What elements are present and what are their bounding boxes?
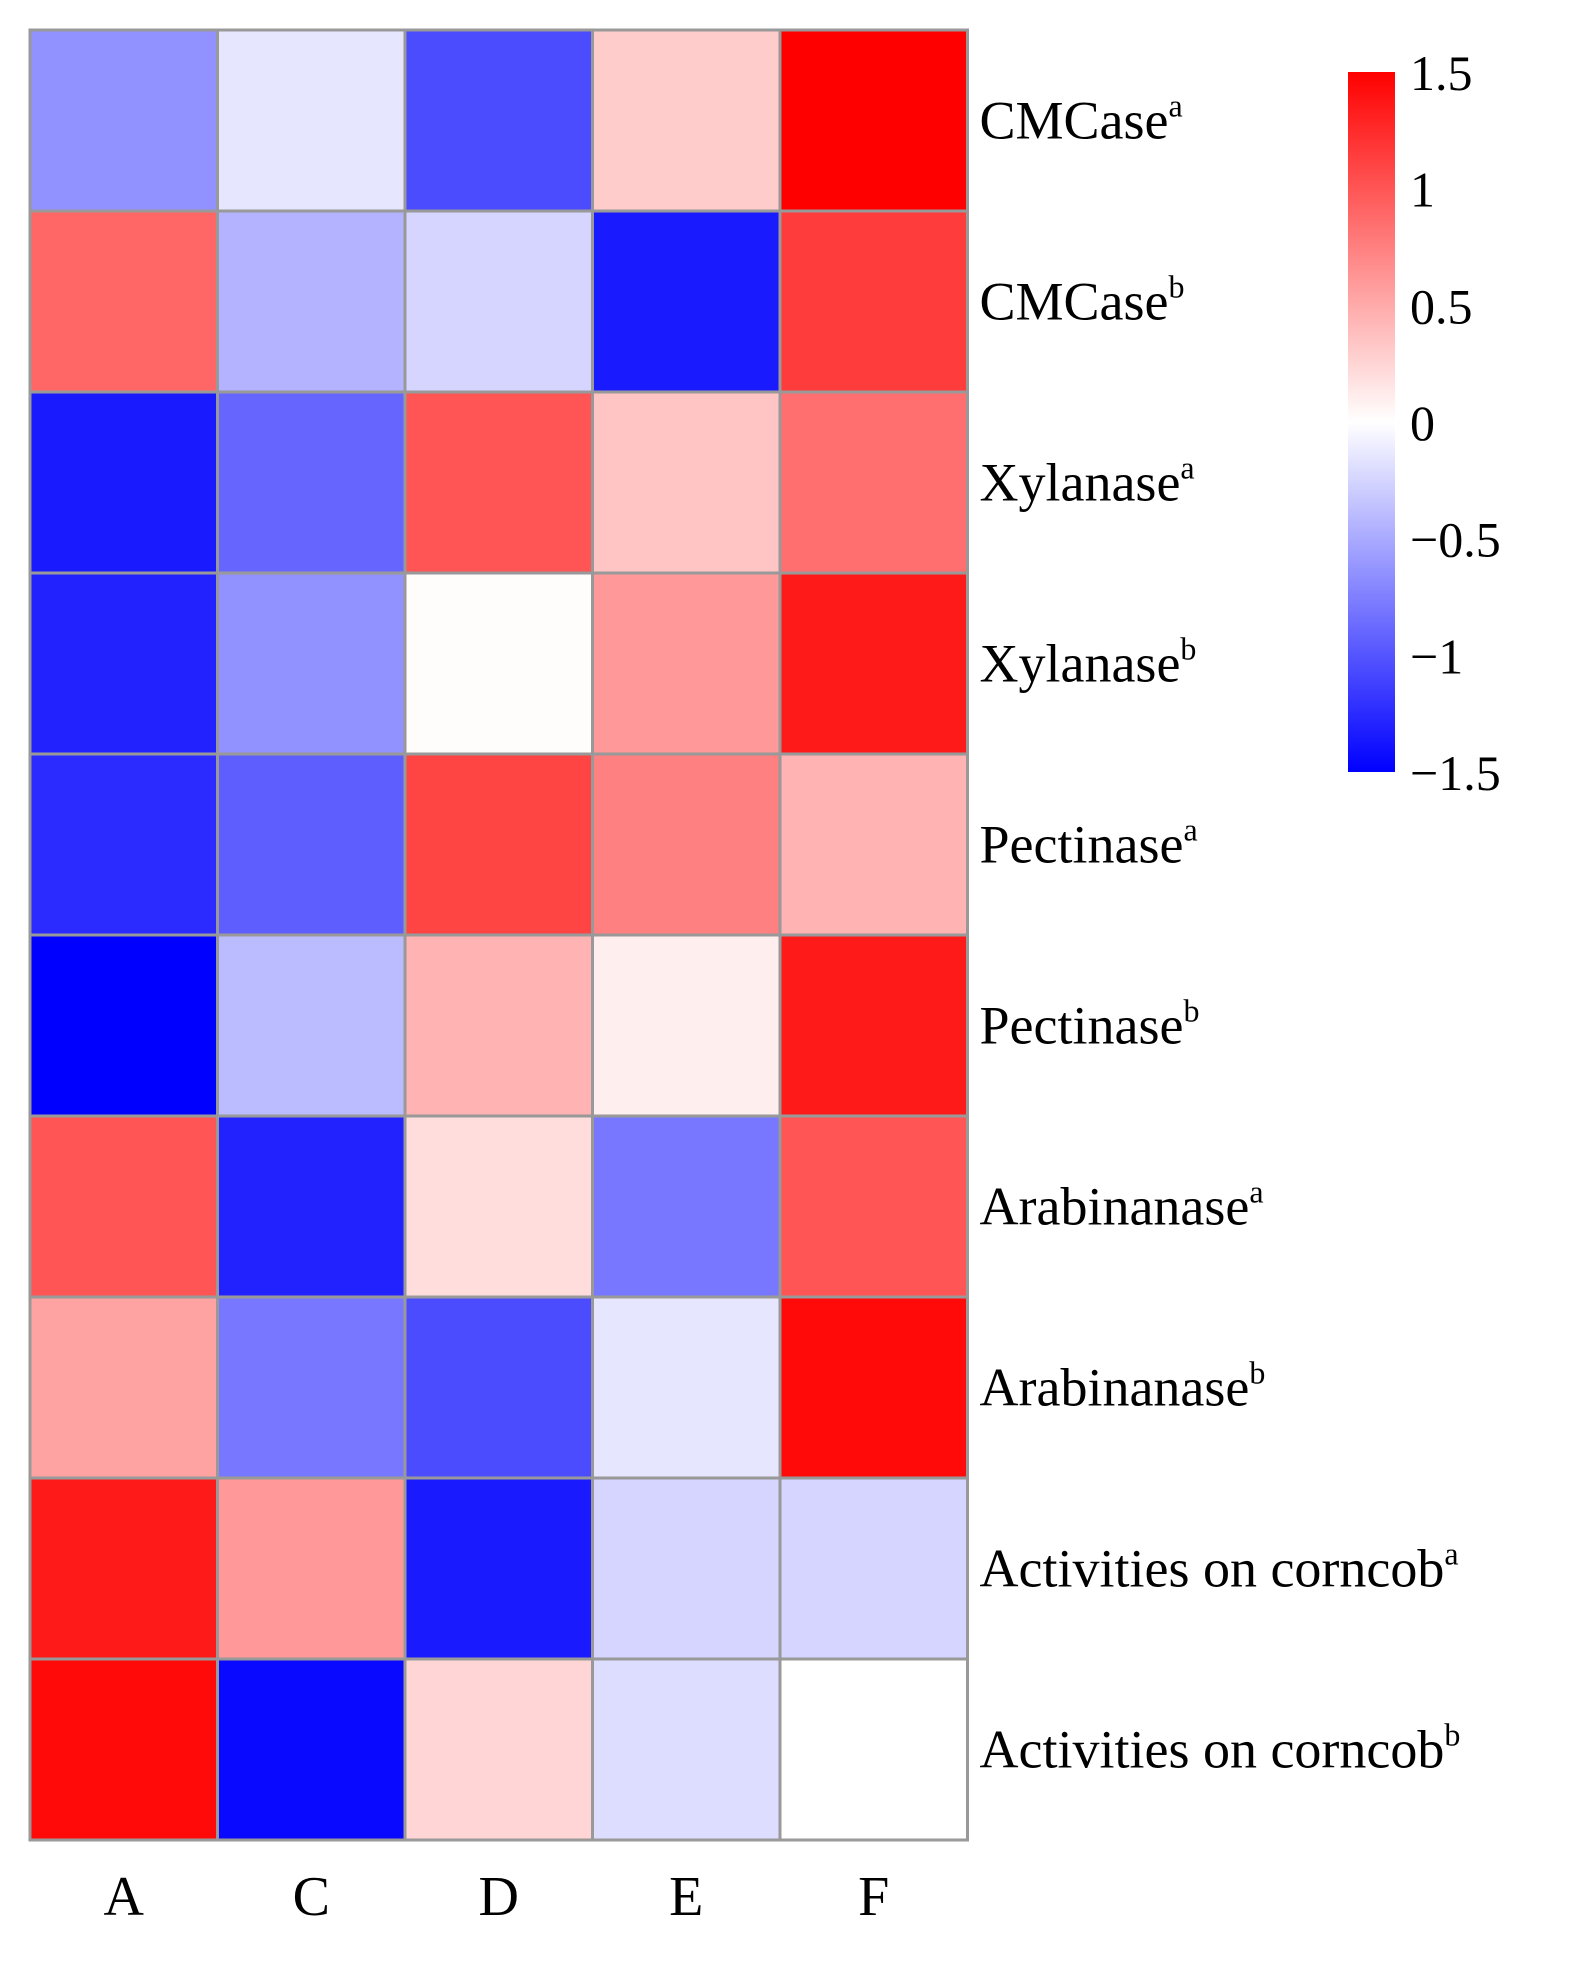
row-label: Xylanasea <box>980 450 1195 513</box>
heatmap-cell-r1-c4 <box>778 209 969 394</box>
heatmap-cell-r9-c1 <box>216 1657 407 1842</box>
heatmap-cell-r3-c1 <box>216 571 407 756</box>
row-label-text: Pectinase <box>980 996 1184 1056</box>
heatmap-cell-r9-c3 <box>591 1657 782 1842</box>
row-label-text: Pectinase <box>980 815 1184 875</box>
row-label: Xylanaseb <box>980 631 1197 694</box>
heatmap-cell-r3-c2 <box>403 571 594 756</box>
row-label-superscript: b <box>1444 1717 1460 1753</box>
heatmap-cell-r0-c2 <box>403 28 594 213</box>
row-label: Activities on corncobb <box>980 1717 1461 1780</box>
heatmap-cell-r6-c3 <box>591 1114 782 1299</box>
heatmap-cell-r5-c3 <box>591 933 782 1118</box>
heatmap-cell-r5-c2 <box>403 933 594 1118</box>
row-label: Pectinasea <box>980 812 1198 875</box>
colorbar-tick-label: 1.5 <box>1410 45 1473 101</box>
row-label-superscript: a <box>1444 1536 1458 1572</box>
heatmap-cell-r1-c3 <box>591 209 782 394</box>
heatmap-cell-r8-c2 <box>403 1476 594 1661</box>
heatmap-cell-r5-c4 <box>778 933 969 1118</box>
heatmap-cell-r8-c1 <box>216 1476 407 1661</box>
row-label-superscript: a <box>1180 450 1194 486</box>
heatmap-cell-r4-c3 <box>591 752 782 937</box>
heatmap-cell-r7-c2 <box>403 1295 594 1480</box>
row-label-text: Arabinanase <box>980 1177 1250 1237</box>
heatmap-cell-r9-c4 <box>778 1657 969 1842</box>
heatmap-cell-r0-c1 <box>216 28 407 213</box>
row-label-text: Activities on corncob <box>980 1720 1445 1780</box>
heatmap-cell-r6-c0 <box>28 1114 219 1299</box>
row-label-superscript: a <box>1249 1174 1263 1210</box>
row-label-superscript: b <box>1180 631 1196 667</box>
column-label-C: C <box>293 1866 330 1928</box>
row-label: CMCasea <box>980 88 1183 151</box>
heatmap-cell-r2-c1 <box>216 390 407 575</box>
colorbar-tick-label: −0.5 <box>1410 512 1501 568</box>
heatmap-cell-r8-c4 <box>778 1476 969 1661</box>
heatmap-cell-r2-c0 <box>28 390 219 575</box>
heatmap-cell-r6-c2 <box>403 1114 594 1299</box>
row-label-text: Xylanase <box>980 634 1181 694</box>
heatmap-cell-r6-c1 <box>216 1114 407 1299</box>
heatmap-cell-r0-c3 <box>591 28 782 213</box>
colorbar-tick-label: 0 <box>1410 395 1435 451</box>
column-label-F: F <box>858 1866 889 1928</box>
heatmap-cell-r9-c0 <box>28 1657 219 1842</box>
row-label-superscript: b <box>1249 1355 1265 1391</box>
heatmap-cell-r8-c0 <box>28 1476 219 1661</box>
heatmap-cell-r3-c3 <box>591 571 782 756</box>
row-label-superscript: b <box>1183 993 1199 1029</box>
colorbar-tick-label: −1 <box>1410 628 1463 684</box>
colorbar: 1.5 1 0.5 0 −0.5 −1 −1.5 <box>1348 45 1501 801</box>
heatmap-cell-r7-c0 <box>28 1295 219 1480</box>
column-label-A: A <box>104 1866 145 1928</box>
column-label-D: D <box>479 1866 519 1928</box>
heatmap-cell-r4-c1 <box>216 752 407 937</box>
row-label-superscript: a <box>1183 812 1197 848</box>
colorbar-tick-label: 0.5 <box>1410 278 1473 334</box>
heatmap-cell-r5-c1 <box>216 933 407 1118</box>
heatmap-cell-r0-c4 <box>778 28 969 213</box>
row-label-text: Arabinanase <box>980 1358 1250 1418</box>
heatmap-cells <box>28 28 969 1842</box>
colorbar-tick-label: −1.5 <box>1410 745 1501 801</box>
heatmap-cell-r9-c2 <box>403 1657 594 1842</box>
row-label-text: Activities on corncob <box>980 1539 1445 1599</box>
heatmap-cell-r4-c2 <box>403 752 594 937</box>
heatmap-cell-r1-c2 <box>403 209 594 394</box>
heatmap-cell-r4-c4 <box>778 752 969 937</box>
row-label-text: Xylanase <box>980 453 1181 513</box>
row-label-superscript: b <box>1169 269 1185 305</box>
row-label: Arabinanaseb <box>980 1355 1266 1418</box>
row-label: CMCaseb <box>980 269 1185 332</box>
row-label-text: CMCase <box>980 91 1169 151</box>
row-label: Activities on corncoba <box>980 1536 1459 1599</box>
row-label-superscript: a <box>1169 88 1183 124</box>
row-label: Pectinaseb <box>980 993 1200 1056</box>
row-labels: CMCaseaCMCasebXylanaseaXylanasebPectinas… <box>980 88 1461 1780</box>
heatmap-cell-r7-c3 <box>591 1295 782 1480</box>
colorbar-tick-label: 1 <box>1410 162 1435 218</box>
row-label: Arabinanasea <box>980 1174 1264 1237</box>
heatmap-cell-r3-c0 <box>28 571 219 756</box>
heatmap-cell-r1-c1 <box>216 209 407 394</box>
heatmap-cell-r4-c0 <box>28 752 219 937</box>
heatmap-cell-r2-c4 <box>778 390 969 575</box>
heatmap-cell-r8-c3 <box>591 1476 782 1661</box>
heatmap-cell-r6-c4 <box>778 1114 969 1299</box>
row-label-text: CMCase <box>980 272 1169 332</box>
heatmap-cell-r5-c0 <box>28 933 219 1118</box>
heatmap-cell-r2-c3 <box>591 390 782 575</box>
heatmap-cell-r1-c0 <box>28 209 219 394</box>
column-label-E: E <box>669 1866 703 1928</box>
heatmap-cell-r3-c4 <box>778 571 969 756</box>
colorbar-gradient <box>1348 72 1395 772</box>
heatmap-cell-r2-c2 <box>403 390 594 575</box>
heatmap-cell-r0-c0 <box>28 28 219 213</box>
heatmap-cell-r7-c1 <box>216 1295 407 1480</box>
heatmap-cell-r7-c4 <box>778 1295 969 1480</box>
